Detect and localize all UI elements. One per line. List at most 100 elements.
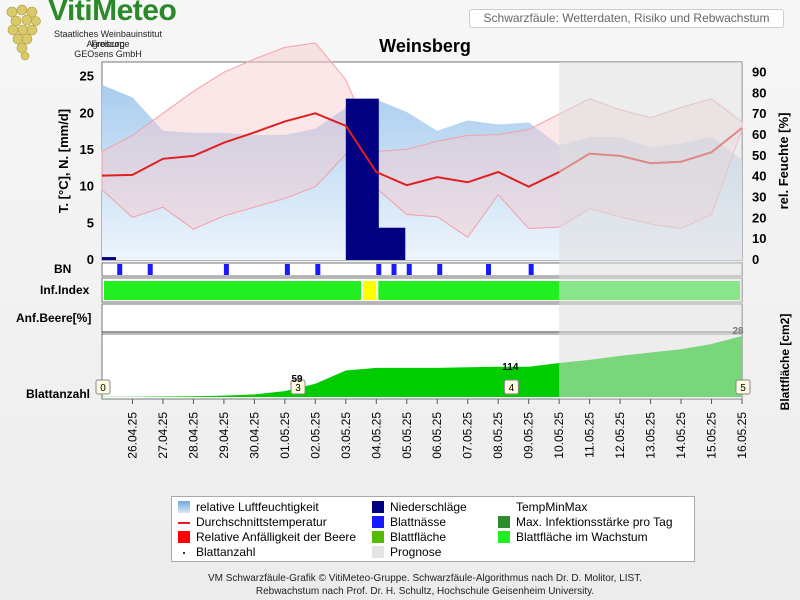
date-label: 16.05.25	[735, 412, 749, 459]
leaf-area-value: 114	[502, 362, 519, 373]
legend-label: Blattfläche	[390, 530, 447, 544]
leaf-count-marker: 3	[290, 379, 306, 395]
date-label: 15.05.25	[705, 412, 719, 459]
leaf-count-marker: 0	[95, 379, 111, 395]
legend-label: Durchschnittstemperatur	[196, 515, 327, 529]
legend-label: Niederschläge	[390, 500, 467, 514]
precip-bar	[102, 257, 116, 260]
date-label: 11.05.25	[583, 412, 597, 458]
left-tick-label: 0	[87, 252, 94, 267]
legend-swatch	[498, 531, 510, 543]
row-label-inf: Inf.Index	[40, 283, 90, 297]
leaf-wetness-mark	[223, 264, 229, 275]
right-tick-label: 40	[752, 169, 766, 184]
leaf-wetness-mark	[486, 264, 491, 275]
leaf-area-axis-label: Blattfläche [cm2]	[778, 314, 792, 411]
right-tick-label: 50	[752, 148, 766, 163]
leaf-count-marker: 5	[735, 379, 751, 395]
date-label: 27.04.25	[156, 412, 170, 459]
infection-segment	[363, 281, 377, 300]
right-tick-label: 10	[752, 231, 766, 246]
legend-swatch	[178, 501, 190, 513]
date-label: 02.05.25	[308, 412, 322, 459]
date-label: 06.05.25	[430, 412, 444, 459]
right-tick-label: 70	[752, 106, 766, 121]
legend-label: Blattfläche im Wachstum	[516, 530, 648, 544]
right-tick-label: 30	[752, 189, 766, 204]
leaf-wetness-mark	[315, 264, 321, 275]
legend-swatch	[178, 522, 190, 524]
precip-bar	[376, 227, 406, 260]
date-label: 13.05.25	[644, 412, 658, 459]
leaf-count-label: 4	[509, 383, 515, 394]
legend: relative Luftfeuchtigkeit Niederschläge Te…	[171, 496, 695, 562]
leaf-count-label: 0	[100, 383, 106, 394]
row-label-blatt: Blattanzahl	[26, 387, 90, 401]
right-tick-label: 60	[752, 127, 766, 142]
footer-line: Rebwachstum nach Prof. Dr. H. Schultz, H…	[255, 586, 595, 597]
left-tick-label: 20	[80, 105, 94, 120]
logo-line: Staatliches Weinbauinstitut Freiburg	[54, 29, 162, 49]
footer: VM Schwarzfäule-Grafik © VitiMeteo-Grupp…	[0, 572, 800, 598]
legend-label: relative Luftfeuchtigkeit	[196, 500, 319, 514]
legend-swatch	[498, 516, 510, 528]
left-tick-label: 15	[80, 142, 94, 157]
legend-label: Blattanzahl	[196, 545, 256, 559]
leaf-wetness-mark	[391, 264, 397, 275]
left-tick-label: 10	[80, 179, 94, 194]
legend-swatch	[372, 531, 384, 543]
leaf-count-box	[735, 379, 751, 395]
logo-line: GEOsens GmbH	[74, 49, 142, 59]
date-label: 07.05.25	[461, 412, 475, 459]
left-axis-label: T. [°C], N. [mm/d]	[56, 109, 71, 213]
legend-label: Blattnässe	[390, 515, 447, 529]
leaf-count-label: 3	[295, 383, 301, 394]
station-title: Weinsberg	[379, 36, 471, 56]
row-label-bn: BN	[54, 262, 71, 276]
legend-swatch	[498, 501, 510, 513]
logo: VitiMeteo Staatliches Weinbauinstitut Fr…	[0, 0, 190, 65]
leaf-wetness-mark	[528, 264, 534, 275]
leaf-wetness-mark	[284, 264, 290, 275]
legend-label: Max. Infektionsstärke pro Tag	[516, 515, 673, 529]
leaf-count-box	[290, 379, 306, 395]
leaf-area-value: 28	[732, 326, 744, 337]
date-label: 01.05.25	[278, 412, 292, 459]
date-label: 30.04.25	[247, 412, 261, 459]
topic-box: Schwarzfäule: Wetterdaten, Risiko und Re…	[469, 9, 784, 28]
logo-line: Agroscope	[86, 39, 130, 49]
forecast-shade	[559, 62, 742, 399]
date-label: 28.04.25	[186, 412, 200, 459]
footer-line: VM Schwarzfäule-Grafik © VitiMeteo-Grupp…	[207, 573, 642, 584]
leaf-area-value: 59	[291, 374, 303, 385]
right-axis-label: rel. Feuchte [%]	[776, 113, 791, 210]
right-tick-label: 20	[752, 210, 766, 225]
date-label: 14.05.25	[674, 412, 688, 459]
infection-segment	[104, 281, 362, 300]
leaf-count-marker: 4	[503, 379, 519, 395]
leaf-wetness-mark	[117, 264, 123, 275]
legend-swatch	[178, 531, 190, 543]
leaf-count-box	[95, 379, 111, 395]
leaf-wetness-mark	[147, 264, 153, 275]
date-label: 08.05.25	[491, 412, 505, 459]
row-label-anf: Anf.Beere[%]	[16, 311, 91, 325]
date-label: 03.05.25	[339, 412, 353, 459]
date-label: 26.04.25	[125, 412, 139, 459]
precip-bar	[345, 98, 379, 261]
date-label: 05.05.25	[400, 412, 414, 459]
leaf-wetness-mark	[376, 264, 382, 275]
leaf-wetness-mark	[406, 264, 412, 275]
legend-swatch	[372, 501, 384, 513]
logo-text: VitiMeteo	[48, 0, 177, 27]
right-tick-label: 80	[752, 85, 766, 100]
legend-swatch	[372, 516, 384, 528]
leaf-count-box	[503, 379, 519, 395]
left-tick-label: 5	[87, 215, 94, 230]
date-label: 29.04.25	[217, 412, 231, 459]
legend-label: Prognose	[390, 545, 442, 559]
grape-icon	[6, 4, 41, 61]
date-label: 04.05.25	[369, 412, 383, 459]
legend-swatch	[372, 546, 384, 558]
